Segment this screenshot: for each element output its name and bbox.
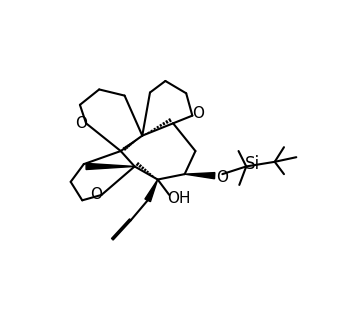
Polygon shape bbox=[145, 180, 158, 202]
Polygon shape bbox=[185, 173, 215, 179]
Text: O: O bbox=[192, 106, 204, 121]
Text: OH: OH bbox=[167, 191, 191, 206]
Text: O: O bbox=[75, 116, 87, 131]
Polygon shape bbox=[86, 163, 134, 170]
Text: Si: Si bbox=[245, 155, 260, 173]
Text: O: O bbox=[90, 188, 102, 202]
Text: O: O bbox=[216, 171, 228, 185]
